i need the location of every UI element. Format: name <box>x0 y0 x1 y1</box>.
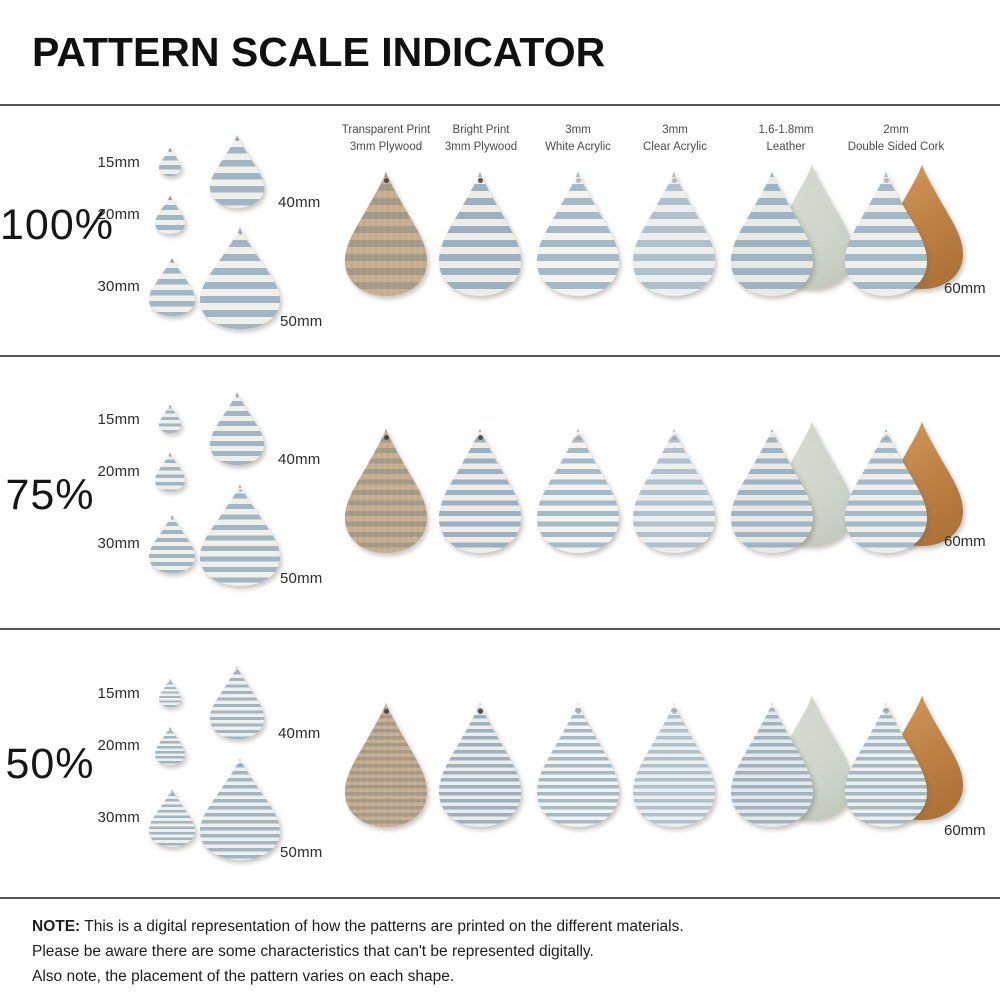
teardrop-40mm <box>210 134 264 208</box>
size-label-50mm: 50mm <box>280 313 323 330</box>
sample-leather-front <box>731 170 813 296</box>
size-label-40mm: 40mm <box>278 451 321 468</box>
size-label-30mm: 30mm <box>97 535 140 552</box>
column-header-white-acrylic: 3mm White Acrylic <box>545 124 611 153</box>
sample-bright-plywood <box>439 170 521 296</box>
column-header-bright-plywood: Bright Print 3mm Plywood <box>444 124 518 153</box>
sample-bright-plywood <box>439 701 521 827</box>
teardrop-15mm <box>159 147 181 176</box>
scale-row-100: Transparent Print 3mm Plywood Bright Prin… <box>0 104 1000 355</box>
note-label: NOTE: <box>32 918 81 935</box>
size-label-15mm: 15mm <box>97 154 140 171</box>
scale-label-100: 100% <box>0 201 114 249</box>
size-label-20mm: 20mm <box>97 206 140 223</box>
note-line-1: NOTE: This is a digital representation o… <box>32 918 684 935</box>
sample-cork-front <box>845 701 927 827</box>
size-label-15mm: 15mm <box>97 411 140 428</box>
sample-clear-acrylic <box>633 170 715 296</box>
note-line-3: Also note, the placement of the pattern … <box>32 968 455 985</box>
sample-transparent-plywood <box>345 701 427 827</box>
teardrop-20mm <box>155 452 185 491</box>
teardrop-15mm <box>159 404 181 433</box>
size-label-30mm: 30mm <box>97 278 140 295</box>
teardrop-50mm <box>200 226 280 329</box>
note: NOTE: This is a digital representation o… <box>0 897 1000 1000</box>
sample-transparent-plywood <box>345 427 427 553</box>
sample-bright-plywood <box>439 427 521 553</box>
sample-white-acrylic <box>537 170 619 296</box>
teardrop-20mm <box>155 726 185 765</box>
teardrop-30mm <box>149 257 195 316</box>
sample-clear-acrylic <box>633 427 715 553</box>
teardrop-30mm <box>149 514 195 573</box>
scale-row-75: 75% 15mm 20mm 30mm 40mm 50mm 60mm <box>0 355 1000 628</box>
teardrop-50mm <box>200 757 280 860</box>
size-label-15mm: 15mm <box>97 685 140 702</box>
sample-clear-acrylic <box>633 701 715 827</box>
masthead: PATTERN SCALE INDICATOR <box>0 0 1000 104</box>
scale-label-50: 50% <box>5 740 95 788</box>
teardrop-20mm <box>155 195 185 234</box>
sample-white-acrylic <box>537 701 619 827</box>
column-header-transparent-plywood: Transparent Print 3mm Plywood <box>341 124 431 153</box>
page-title: PATTERN SCALE INDICATOR <box>32 28 606 75</box>
material-size-label-60mm: 60mm <box>944 280 986 297</box>
size-label-40mm: 40mm <box>278 725 321 742</box>
teardrop-15mm <box>159 678 181 707</box>
scale-row-50: 50% 15mm 20mm 30mm 40mm 50mm 60mm <box>0 628 1000 897</box>
scale-label-75: 75% <box>5 471 95 519</box>
size-label-30mm: 30mm <box>97 809 140 826</box>
teardrop-40mm <box>210 665 264 739</box>
size-label-40mm: 40mm <box>278 194 321 211</box>
teardrop-40mm <box>210 391 264 465</box>
sample-transparent-plywood <box>345 170 427 296</box>
sample-cork-front <box>845 427 927 553</box>
material-size-label-60mm: 60mm <box>944 822 986 839</box>
size-label-20mm: 20mm <box>97 463 140 480</box>
sample-leather-front <box>731 701 813 827</box>
column-header-cork: 2mm Double Sided Cork <box>847 124 945 153</box>
column-header-clear-acrylic: 3mm Clear Acrylic <box>643 124 707 153</box>
size-label-20mm: 20mm <box>97 737 140 754</box>
column-header-leather: 1.6-1.8mm Leather <box>758 124 814 153</box>
size-label-50mm: 50mm <box>280 844 323 861</box>
teardrop-30mm <box>149 788 195 847</box>
size-label-50mm: 50mm <box>280 570 323 587</box>
material-size-label-60mm: 60mm <box>944 533 986 550</box>
sample-white-acrylic <box>537 427 619 553</box>
teardrop-50mm <box>200 483 280 586</box>
sample-leather-front <box>731 427 813 553</box>
note-line-2: Please be aware there are some character… <box>32 943 594 960</box>
sample-cork-front <box>845 170 927 296</box>
